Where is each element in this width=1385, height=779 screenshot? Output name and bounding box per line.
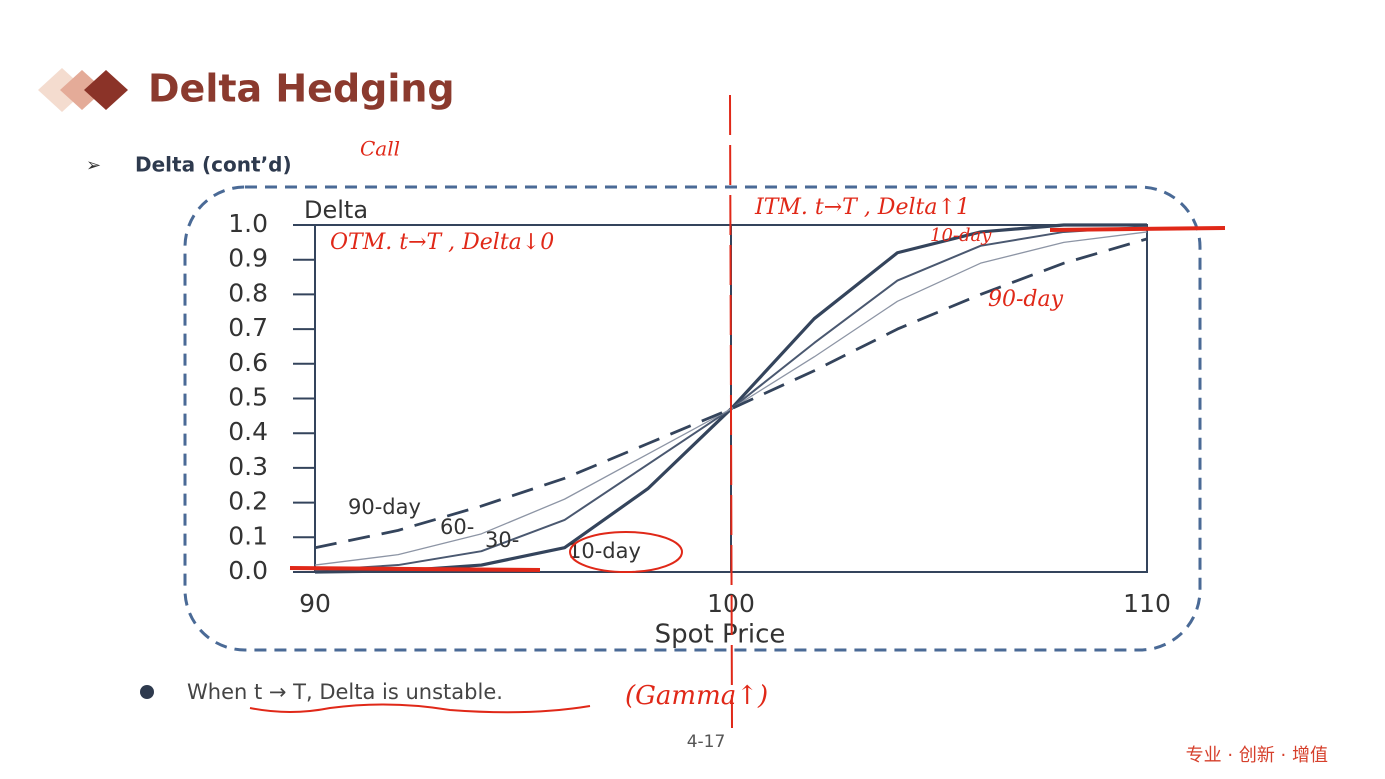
handwritten-note: OTM. t→T , Delta↓0 — [330, 230, 554, 255]
handwritten-note: 10-day — [930, 225, 992, 246]
hand-underline — [249, 703, 591, 714]
hand-line — [1049, 226, 1226, 232]
y-tick-label: 0.0 — [228, 556, 268, 585]
y-tick-label: 0.6 — [228, 348, 268, 377]
y-axis-label: Delta — [304, 196, 368, 224]
arrow-bullet: ➢ — [86, 155, 101, 176]
x-axis-label: Spot Price — [655, 620, 786, 650]
title-icon — [38, 68, 128, 112]
y-tick-label: 0.3 — [228, 452, 268, 481]
hand-circle — [569, 531, 683, 573]
slide-title: Delta Hedging — [148, 67, 455, 111]
subtitle: Delta (cont’d) — [135, 153, 292, 177]
y-tick-label: 0.2 — [228, 487, 268, 516]
series-line — [314, 237, 1148, 550]
y-tick-label: 0.1 — [228, 521, 268, 550]
handwritten-note: 90-day — [988, 287, 1064, 312]
x-tick-label: 110 — [1123, 589, 1171, 618]
curve-label: 90-day — [348, 495, 421, 519]
y-tick-label: 0.9 — [228, 244, 268, 273]
handwritten-note: (Gamma↑) — [625, 681, 768, 711]
bullet-dot — [140, 685, 154, 699]
curve-label: 10-day — [568, 539, 641, 563]
curve-label: 60- — [440, 515, 474, 539]
x-tick-label: 90 — [299, 589, 331, 618]
y-tick-label: 1.0 — [228, 209, 268, 238]
page-number: 4-17 — [687, 732, 726, 752]
curve-label: 30- — [485, 528, 519, 552]
y-tick-label: 0.5 — [228, 383, 268, 412]
y-tick-label: 0.8 — [228, 278, 268, 307]
handwritten-note: Call — [360, 137, 400, 161]
y-tick-label: 0.7 — [228, 313, 268, 342]
handwriting: Call OTM. t→T , Delta↓0 ITM. t→T , Delta↑1… — [249, 94, 1226, 729]
y-tick-label: 0.4 — [228, 417, 268, 446]
chart-frame — [183, 185, 1202, 652]
handwritten-note: ITM. t→T , Delta↑1 — [754, 195, 970, 220]
footer: 专业 · 创新 · 增值 — [1186, 745, 1328, 766]
bullet-text: When t → T, Delta is unstable. — [187, 680, 503, 704]
chart: 0.00.10.20.30.40.50.60.70.80.91.090 100 11… — [228, 196, 1171, 650]
hand-line — [289, 566, 541, 572]
hand-line — [729, 94, 733, 729]
